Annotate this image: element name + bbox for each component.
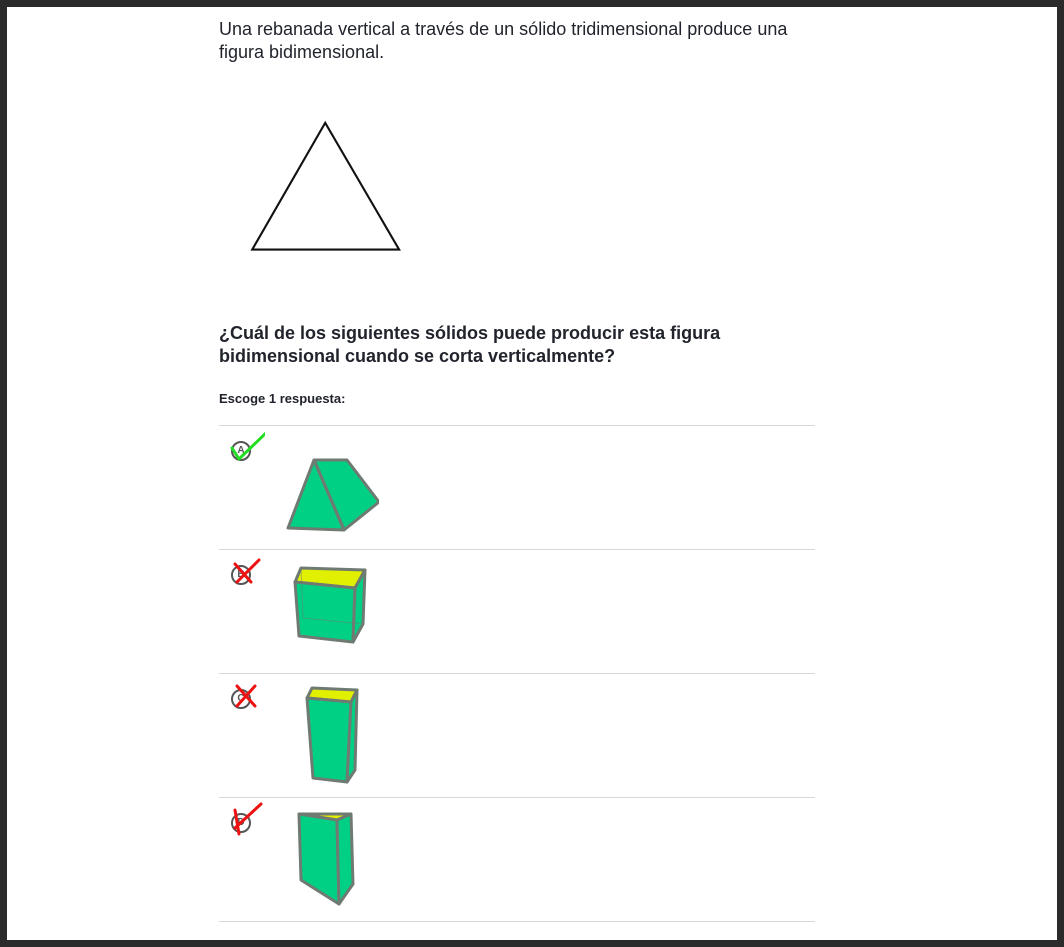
choice-b[interactable]: B [219,549,815,673]
choice-b-radio[interactable]: B [231,565,251,585]
triangle-figure [250,120,401,251]
exercise-frame: Una rebanada vertical a través de un sól… [7,7,1057,940]
cube-image [293,566,367,644]
choice-a-radio[interactable]: A [231,441,251,461]
triangular-prism-lying-image [286,458,379,532]
instructions-label: Escoge 1 respuesta: [219,391,346,406]
choice-c[interactable]: C [219,673,815,797]
choice-d[interactable]: D [219,797,815,922]
rectangular-prism-tall-image [305,686,359,784]
intro-text: Una rebanada vertical a través de un sól… [219,19,788,62]
choice-c-radio[interactable]: C [231,689,251,709]
answer-choices: A B [219,425,815,922]
choice-a[interactable]: A [219,425,815,549]
choice-d-radio[interactable]: D [231,813,251,833]
triangular-prism-standing-image [297,812,355,906]
question-text: ¿Cuál de los siguientes sólidos puede pr… [219,323,721,366]
